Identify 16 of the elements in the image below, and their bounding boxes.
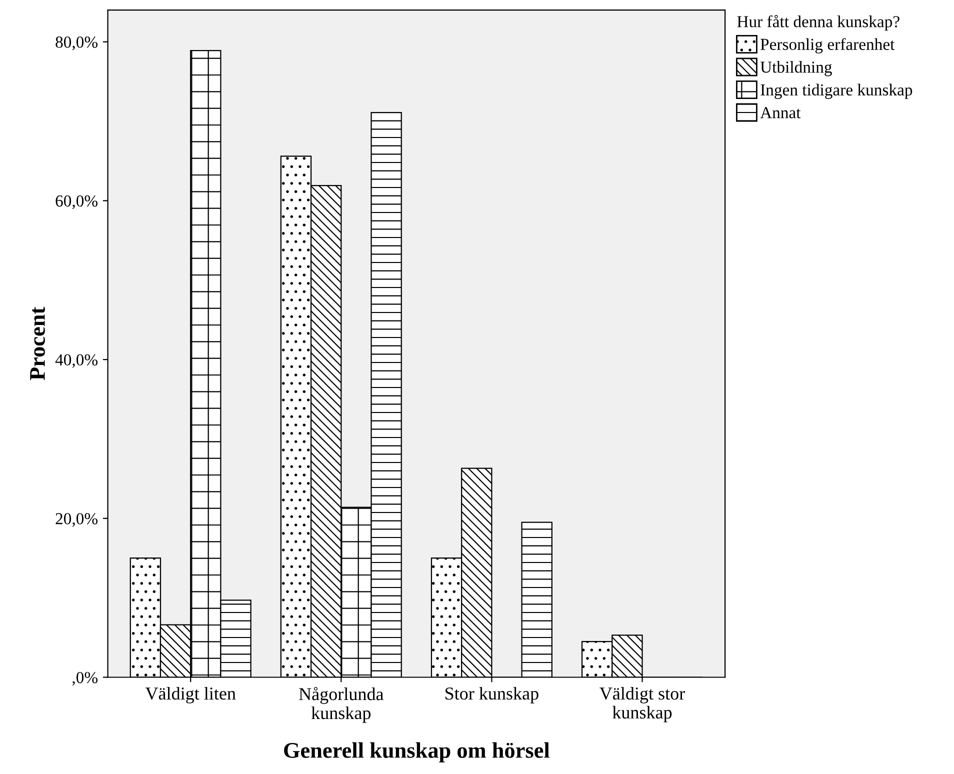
- legend-label: Annat: [760, 107, 801, 118]
- y-tick-label: 60,0%: [56, 195, 98, 210]
- x-axis-title: Generell kunskap om hörsel: [284, 742, 550, 762]
- legend-label: Personlig erfarenhet: [760, 38, 895, 54]
- legend-title: Hur fått denna kunskap?: [737, 15, 900, 31]
- y-tick-label: 40,0%: [55, 354, 98, 368]
- x-tick-label: Väldigt liten: [145, 686, 236, 704]
- x-tick-label: Stor kunskap: [446, 686, 538, 704]
- y-tick-label: 20,0%: [56, 513, 98, 527]
- y-tick-label: ,0%: [72, 672, 98, 686]
- x-tick-label: Någorlunda kunskap: [299, 686, 384, 723]
- y-axis-title: Procent: [30, 306, 45, 380]
- legend-label: Utbildning: [760, 61, 832, 76]
- x-tick-label: Väldigt stor kunskap: [600, 686, 685, 722]
- y-tick-label: 80,0%: [56, 36, 98, 50]
- legend-label: Ingen tidigare kunskap: [760, 84, 912, 99]
